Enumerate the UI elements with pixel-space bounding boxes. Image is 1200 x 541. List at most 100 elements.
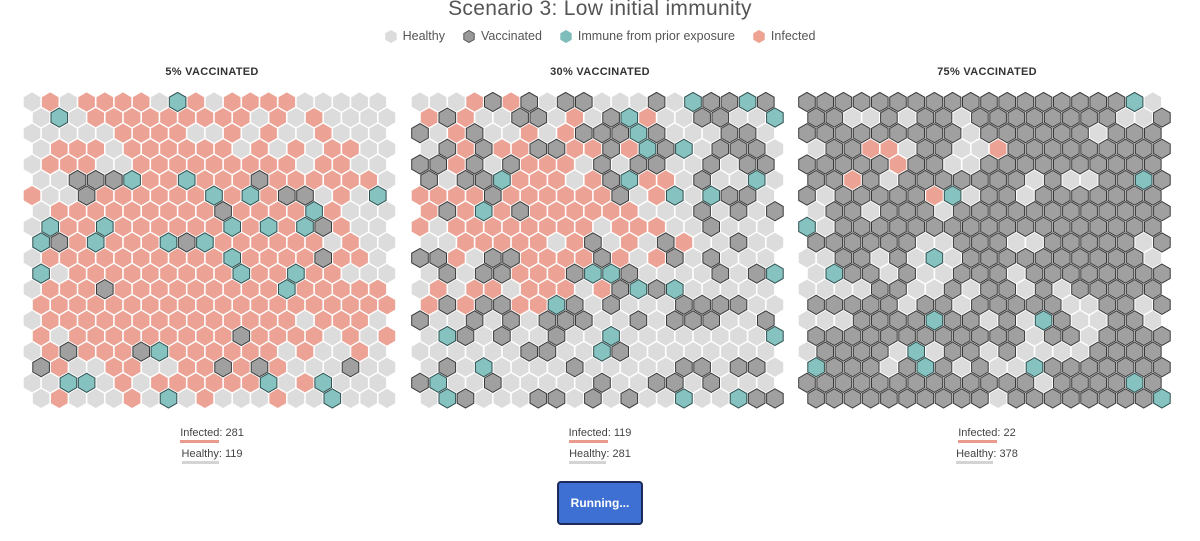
hex-cell-vaccinated — [934, 325, 953, 347]
hex-cell-infected — [584, 170, 602, 190]
hex-cell-vaccinated — [934, 294, 953, 315]
hex-cell-vaccinated — [1025, 138, 1044, 159]
hex-cell-immune — [493, 169, 511, 191]
hex-cell-vaccinated — [870, 154, 889, 175]
hex-cell-immune — [196, 232, 214, 253]
hex-cell-vaccinated — [889, 372, 907, 393]
hex-cell-healthy — [675, 201, 693, 221]
hex-cell-infected — [60, 154, 77, 174]
hex-cell-infected — [287, 232, 305, 252]
hex-cell-healthy — [721, 342, 738, 362]
hex-cell-vaccinated — [998, 279, 1017, 300]
hex-cell-infected — [141, 170, 159, 190]
hex-cell-infected — [123, 201, 141, 221]
hex-cell-healthy — [816, 217, 834, 237]
hex-cell-vaccinated — [665, 310, 684, 331]
hex-cell-healthy — [971, 139, 989, 159]
hex-cell-immune — [1134, 169, 1153, 191]
hex-cell-infected — [205, 279, 223, 299]
hex-cell-infected — [511, 295, 529, 315]
hex-cell-vaccinated — [1116, 294, 1135, 315]
hex-cell-vaccinated — [1034, 123, 1053, 144]
hexagon-icon — [463, 29, 475, 43]
hex-cell-healthy — [730, 170, 747, 190]
hex-cell-infected — [448, 248, 465, 268]
hex-cell-vaccinated — [702, 154, 721, 175]
hex-cell-vaccinated — [861, 232, 880, 253]
hex-cell-healthy — [296, 92, 314, 112]
hex-cell-vaccinated — [538, 310, 557, 331]
hex-cell-immune — [1125, 92, 1144, 113]
panel-title: 5% VACCINATED — [165, 66, 259, 78]
hex-cell-infected — [305, 108, 323, 128]
hex-cell-infected — [41, 154, 59, 174]
hex-cell-infected — [123, 232, 141, 252]
hex-cell-vaccinated — [1125, 123, 1144, 144]
hex-cell-healthy — [78, 123, 95, 143]
hex-cell-immune — [825, 263, 844, 284]
hex-cell-vaccinated — [1116, 357, 1135, 378]
hex-cell-vaccinated — [843, 263, 862, 284]
panel-5-percent: 5% VACCINATED Infected: 281 Healthy: 119 — [22, 62, 402, 464]
hex-cell-vaccinated — [889, 310, 907, 331]
hex-cell-vaccinated — [214, 357, 232, 378]
hex-cell-vaccinated — [1143, 216, 1162, 237]
hex-cell-healthy — [278, 342, 296, 362]
hex-cell-vaccinated — [998, 185, 1017, 206]
stat-value: 119 — [613, 427, 632, 439]
hex-cell-infected — [214, 326, 232, 346]
hex-cell-infected — [502, 92, 520, 112]
hex-cell-vaccinated — [852, 185, 871, 206]
hex-cell-infected — [169, 154, 186, 174]
hex-cell-vaccinated — [502, 154, 520, 175]
hex-cell-immune — [368, 185, 387, 206]
hex-cell-healthy — [1035, 342, 1052, 362]
hex-cell-vaccinated — [961, 341, 980, 362]
hex-cell-infected — [223, 154, 241, 174]
hex-cell-healthy — [69, 108, 86, 128]
hex-cell-infected — [457, 201, 474, 221]
hex-cell-healthy — [639, 357, 656, 377]
hex-cell-immune — [747, 169, 766, 191]
hex-cell-infected — [105, 201, 123, 221]
hex-cell-infected — [466, 217, 483, 237]
hex-cell-healthy — [593, 310, 611, 330]
hex-cell-immune — [438, 325, 457, 347]
hex-cell-immune — [86, 232, 105, 253]
hex-cell-healthy — [816, 310, 834, 330]
hex-cell-vaccinated — [816, 92, 835, 113]
hex-cell-healthy — [944, 248, 961, 268]
hex-cell-healthy — [757, 373, 775, 393]
hex-cell-vaccinated — [943, 92, 962, 113]
hex-cell-healthy — [757, 186, 775, 206]
hex-cell-vaccinated — [998, 92, 1017, 113]
stat-infected: Infected: 281 — [22, 424, 402, 445]
hex-cell-infected — [169, 248, 186, 268]
hex-cell-infected — [566, 232, 584, 252]
hex-cell-vaccinated — [852, 372, 871, 393]
hex-cell-vaccinated — [1125, 279, 1144, 300]
hex-cell-infected — [648, 248, 665, 268]
hex-cell-infected — [360, 295, 378, 315]
hex-cell-infected — [305, 264, 323, 284]
hex-cell-vaccinated — [889, 279, 907, 300]
hex-cell-infected — [50, 388, 68, 408]
hex-cell-immune — [259, 372, 278, 393]
hex-cell-infected — [260, 186, 277, 206]
hex-cell-healthy — [748, 201, 766, 221]
hex-cell-healthy — [23, 92, 41, 112]
hex-cell-vaccinated — [693, 357, 711, 378]
hex-cell-infected — [539, 154, 556, 174]
hex-cell-infected — [529, 232, 547, 252]
hex-cell-healthy — [711, 170, 729, 190]
hex-cell-infected — [593, 186, 611, 206]
hex-cell-vaccinated — [105, 169, 123, 191]
hex-cell-vaccinated — [1043, 138, 1062, 159]
run-button[interactable]: Running... — [557, 481, 643, 525]
hex-cell-healthy — [953, 295, 971, 315]
hex-cell-healthy — [962, 186, 980, 206]
hex-cell-vaccinated — [1007, 294, 1026, 315]
hex-cell-infected — [305, 295, 323, 315]
hex-cell-vaccinated — [565, 263, 584, 284]
hex-cell-vaccinated — [1107, 372, 1126, 393]
